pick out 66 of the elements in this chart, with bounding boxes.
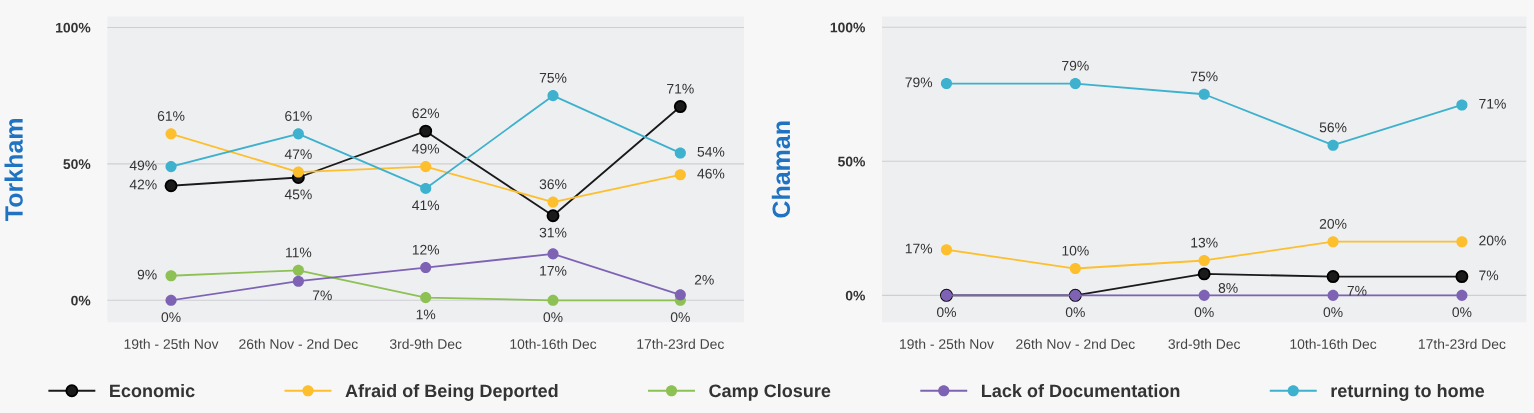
data-label: 31% [539,227,567,238]
x-tick-label: 10th-16th Dec [1290,338,1377,350]
data-label: 10% [1062,245,1089,256]
legend-label: Afraid of Being Deported [345,383,558,401]
data-label: 45% [284,189,312,200]
data-label: 36% [539,179,567,190]
data-label: 0% [1452,307,1472,318]
data-label: 11% [286,247,312,258]
legend-label: Lack of Documentation [981,383,1180,398]
data-label: 7% [312,290,332,301]
data-label: 79% [905,77,933,88]
x-tick-label: 10th-16th Dec [510,338,597,350]
data-label: 46% [697,168,725,179]
data-label: 9% [137,269,157,280]
data-label: 75% [539,72,567,83]
x-tick-label: 17th-23rd Dec [637,338,724,350]
y-axis-title: Torkham [4,119,23,221]
data-label: 47% [284,149,312,160]
data-label: 71% [667,83,694,94]
data-label: 1% [416,309,436,320]
data-label: 0% [543,312,563,323]
data-label: 61% [285,111,312,121]
y-tick-label: 100% [56,22,91,33]
data-label: 42% [129,179,157,190]
legend-label: Camp Closure [709,383,831,401]
data-label: 0% [1065,307,1085,318]
x-tick-label: 26th Nov - 2nd Dec [239,338,358,350]
y-tick-label: 0% [71,295,91,306]
data-label: 0% [936,307,957,318]
y-tick-label: 50% [63,159,91,170]
y-tick-label: 0% [845,290,866,301]
data-label: 49% [412,143,440,154]
data-label: 56% [1319,122,1347,133]
data-label: 8% [1218,283,1238,293]
data-label: 20% [1479,235,1506,246]
y-axis-title: Chaman [771,121,791,218]
data-label: 2% [694,274,714,285]
data-label: 17% [540,265,567,276]
x-tick-label: 17th-23rd Dec [1418,338,1506,350]
data-label: 0% [1194,307,1214,318]
data-label: 0% [161,312,181,323]
data-label: 0% [1323,307,1343,318]
data-label: 20% [1319,218,1347,229]
data-label: 62% [412,108,440,119]
data-label: 54% [697,146,725,157]
data-label: 0% [670,312,690,323]
x-tick-label: 19th - 25th Nov [124,338,219,350]
data-label: 41% [412,200,440,211]
x-tick-label: 3rd-9th Dec [1168,338,1241,350]
x-tick-label: 19th - 25th Nov [900,338,994,350]
data-label: 79% [1062,60,1089,71]
x-tick-label: 26th Nov - 2nd Dec [1016,338,1135,350]
data-label: 61% [157,111,185,121]
x-tick-label: 3rd-9th Dec [389,338,462,350]
data-label: 71% [1479,98,1506,109]
data-label: 17% [905,243,933,254]
data-label: 75% [1191,71,1218,82]
legend-label: returning to home [1331,383,1485,401]
data-label: 13% [1191,237,1218,248]
data-label: 49% [129,160,157,171]
y-tick-label: 100% [830,22,866,33]
legend-label: Economic [110,383,195,398]
data-label: 7% [1347,285,1367,296]
data-label: 12% [412,244,440,255]
data-label: 7% [1479,270,1499,281]
y-tick-label: 50% [838,156,866,167]
